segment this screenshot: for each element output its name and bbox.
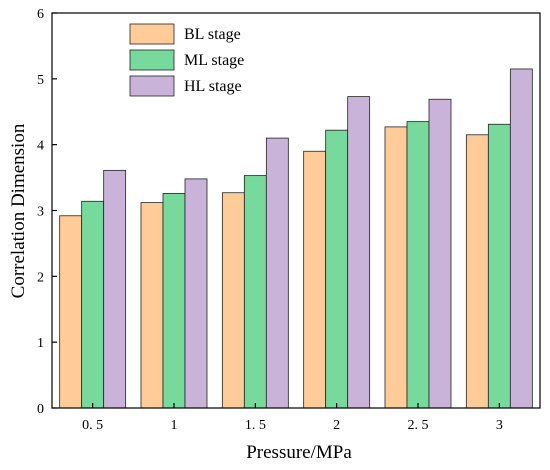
bar-ml-stage-5 (487, 123, 511, 409)
y-tick-label: 0 (37, 402, 44, 417)
bar-hl-stage-1 (184, 178, 208, 409)
legend-label-hl-stage: HL stage (184, 78, 242, 95)
bar-ml-stage-2 (243, 175, 267, 409)
y-tick-label: 3 (37, 205, 44, 220)
x-tick-label: 2 (333, 418, 340, 433)
legend-label-ml-stage: ML stage (184, 52, 244, 69)
x-tick-label: 1. 5 (245, 418, 266, 433)
legend-swatch-ml-stage (129, 49, 175, 71)
bar-bl-stage-3 (303, 150, 327, 409)
legend: BL stage ML stage HL stage (129, 23, 244, 97)
legend-swatch-bl-stage (129, 23, 175, 45)
y-tick-label: 5 (37, 73, 44, 88)
legend-label-bl-stage: BL stage (184, 26, 241, 43)
bar-bl-stage-5 (465, 134, 489, 409)
bar-bl-stage-1 (140, 202, 164, 409)
bar-hl-stage-0 (103, 169, 127, 409)
y-tick-label: 2 (37, 270, 44, 285)
bar-ml-stage-4 (406, 121, 430, 409)
bar-hl-stage-3 (347, 96, 371, 409)
x-axis-title: Pressure/MPa (246, 442, 352, 463)
bar-hl-stage-2 (265, 137, 289, 409)
x-tick-label: 0. 5 (82, 418, 103, 433)
x-tick-label: 2. 5 (408, 418, 429, 433)
bar-ml-stage-0 (81, 200, 105, 409)
bar-hl-stage-4 (428, 98, 452, 409)
axes: 0 1 2 3 4 5 6 0. 5 1 1. 5 2 2. 5 3 (37, 7, 541, 433)
bar-hl-stage-5 (509, 68, 533, 409)
x-tick-label: 3 (496, 418, 503, 433)
bar-bl-stage-0 (59, 215, 83, 409)
x-tick-label: 1 (171, 418, 178, 433)
bars (59, 68, 533, 409)
y-tick-label: 4 (37, 139, 44, 154)
bar-ml-stage-3 (325, 129, 349, 409)
y-axis-title: Correlation Dimension (8, 123, 29, 298)
bar-ml-stage-1 (162, 192, 186, 409)
bar-bl-stage-2 (221, 192, 245, 409)
legend-swatch-hl-stage (129, 75, 175, 97)
y-tick-label: 1 (37, 336, 44, 351)
bar-bl-stage-4 (384, 126, 408, 409)
y-tick-label: 6 (37, 7, 44, 22)
